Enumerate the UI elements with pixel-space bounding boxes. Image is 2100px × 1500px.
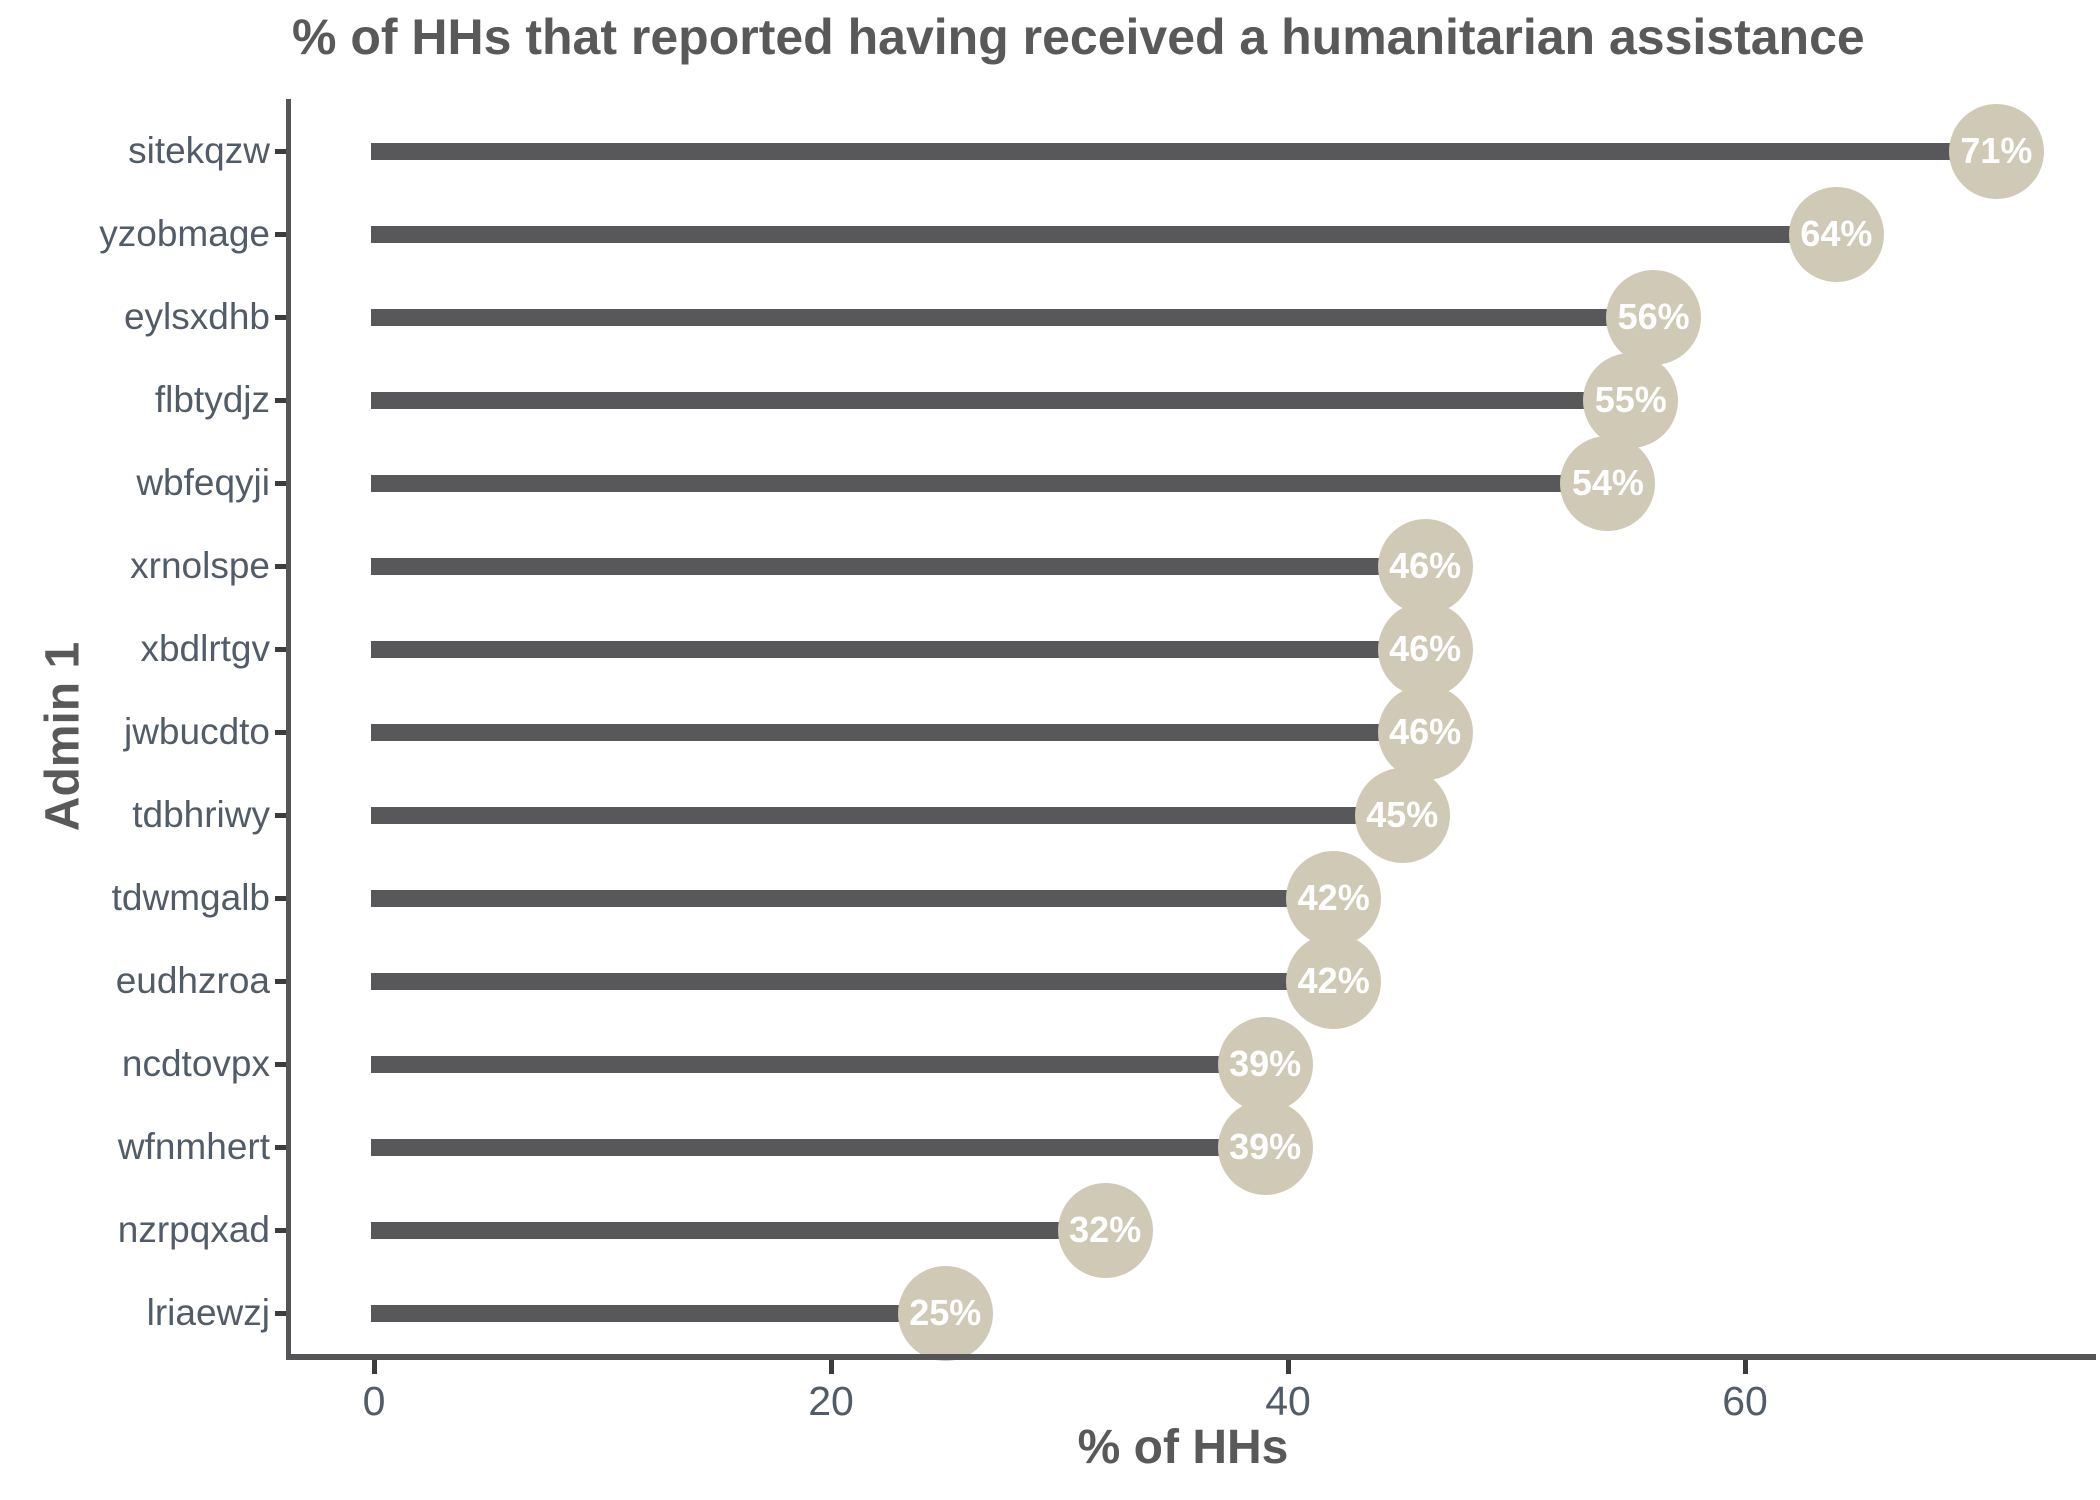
- category-label: jwbucdto: [123, 711, 270, 752]
- category-label: ncdtovpx: [121, 1043, 270, 1084]
- value-dot-label: 42%: [1297, 877, 1370, 918]
- bar: [371, 972, 1334, 990]
- x-tick-label: 0: [362, 1378, 386, 1424]
- y-tick-mark: [275, 895, 288, 901]
- y-tick-mark: [275, 231, 288, 237]
- value-dot-label: 71%: [1960, 130, 2033, 171]
- category-label: wfnmhert: [117, 1126, 270, 1167]
- y-tick-mark: [275, 1227, 288, 1233]
- value-dot: 56%: [1606, 269, 1702, 365]
- y-tick-mark: [275, 978, 288, 984]
- category-label: wbfeqyji: [136, 462, 270, 503]
- value-dot: 42%: [1286, 850, 1382, 946]
- value-dot-label: 64%: [1800, 213, 1873, 254]
- x-tick-label: 20: [808, 1378, 854, 1424]
- y-axis-line: [286, 99, 291, 1360]
- category-label: tdbhriwy: [132, 794, 270, 835]
- bar: [371, 640, 1426, 658]
- bar: [371, 557, 1426, 575]
- category-label: xrnolspe: [130, 545, 270, 586]
- x-tick-mark: [371, 1360, 377, 1374]
- y-tick-mark: [275, 397, 288, 403]
- value-dot: 71%: [1948, 103, 2044, 199]
- value-dot-label: 25%: [909, 1292, 982, 1333]
- value-dot: 46%: [1377, 684, 1473, 780]
- value-dot-label: 39%: [1229, 1043, 1302, 1084]
- value-dot: 39%: [1217, 1099, 1313, 1195]
- chart-title: % of HHs that reported having received a…: [292, 9, 1865, 65]
- y-tick-mark: [275, 1144, 288, 1150]
- bar: [371, 1221, 1106, 1239]
- bar: [371, 474, 1608, 492]
- bar: [371, 889, 1334, 907]
- x-tick-mark: [828, 1360, 834, 1374]
- category-label: yzobmage: [99, 213, 270, 254]
- y-tick-mark: [275, 646, 288, 652]
- value-dot-label: 32%: [1069, 1209, 1142, 1250]
- category-label: flbtydjz: [154, 379, 270, 420]
- value-dot: 42%: [1286, 933, 1382, 1029]
- value-dot-label: 56%: [1617, 296, 1690, 337]
- value-dot: 55%: [1583, 352, 1679, 448]
- bar: [371, 1304, 946, 1322]
- y-tick-mark: [275, 563, 288, 569]
- value-dot: 46%: [1377, 601, 1473, 697]
- x-axis-title: % of HHs: [1077, 1421, 1289, 1474]
- bar: [371, 308, 1654, 326]
- value-dot: 32%: [1057, 1182, 1153, 1278]
- y-tick-mark: [275, 1310, 288, 1316]
- bar: [371, 723, 1426, 741]
- value-dot: 54%: [1560, 435, 1656, 531]
- category-label: nzrpqxad: [117, 1209, 270, 1250]
- value-dot-label: 45%: [1366, 794, 1439, 835]
- value-dot: 25%: [897, 1265, 993, 1361]
- y-tick-mark: [275, 1061, 288, 1067]
- category-label: tdwmgalb: [111, 877, 270, 918]
- y-tick-mark: [275, 148, 288, 154]
- y-tick-mark: [275, 812, 288, 818]
- category-label: xbdlrtgv: [140, 628, 270, 669]
- value-dot-label: 55%: [1594, 379, 1667, 420]
- value-dot: 45%: [1354, 767, 1450, 863]
- y-tick-mark: [275, 314, 288, 320]
- bar: [371, 225, 1837, 243]
- bar: [371, 1055, 1266, 1073]
- x-axis-line: [286, 1354, 2096, 1360]
- value-dot-label: 46%: [1389, 711, 1462, 752]
- bar: [371, 142, 1997, 160]
- x-tick-mark: [1742, 1360, 1748, 1374]
- value-dot: 64%: [1788, 186, 1884, 282]
- y-tick-mark: [275, 480, 288, 486]
- value-dot-label: 46%: [1389, 628, 1462, 669]
- x-tick-mark: [1285, 1360, 1291, 1374]
- value-dot: 46%: [1377, 518, 1473, 614]
- x-tick-label: 40: [1265, 1378, 1311, 1424]
- bar: [371, 1138, 1266, 1156]
- value-dot-label: 54%: [1571, 462, 1644, 503]
- value-dot-label: 46%: [1389, 545, 1462, 586]
- category-label: eylsxdhb: [123, 296, 270, 337]
- category-label: sitekqzw: [128, 130, 270, 171]
- bar: [371, 391, 1631, 409]
- category-label: eudhzroa: [115, 960, 270, 1001]
- x-tick-label: 60: [1722, 1378, 1768, 1424]
- category-label: lriaewzj: [146, 1292, 270, 1333]
- value-dot-label: 39%: [1229, 1126, 1302, 1167]
- bar: [371, 806, 1403, 824]
- y-tick-mark: [275, 729, 288, 735]
- value-dot-label: 42%: [1297, 960, 1370, 1001]
- value-dot: 39%: [1217, 1016, 1313, 1112]
